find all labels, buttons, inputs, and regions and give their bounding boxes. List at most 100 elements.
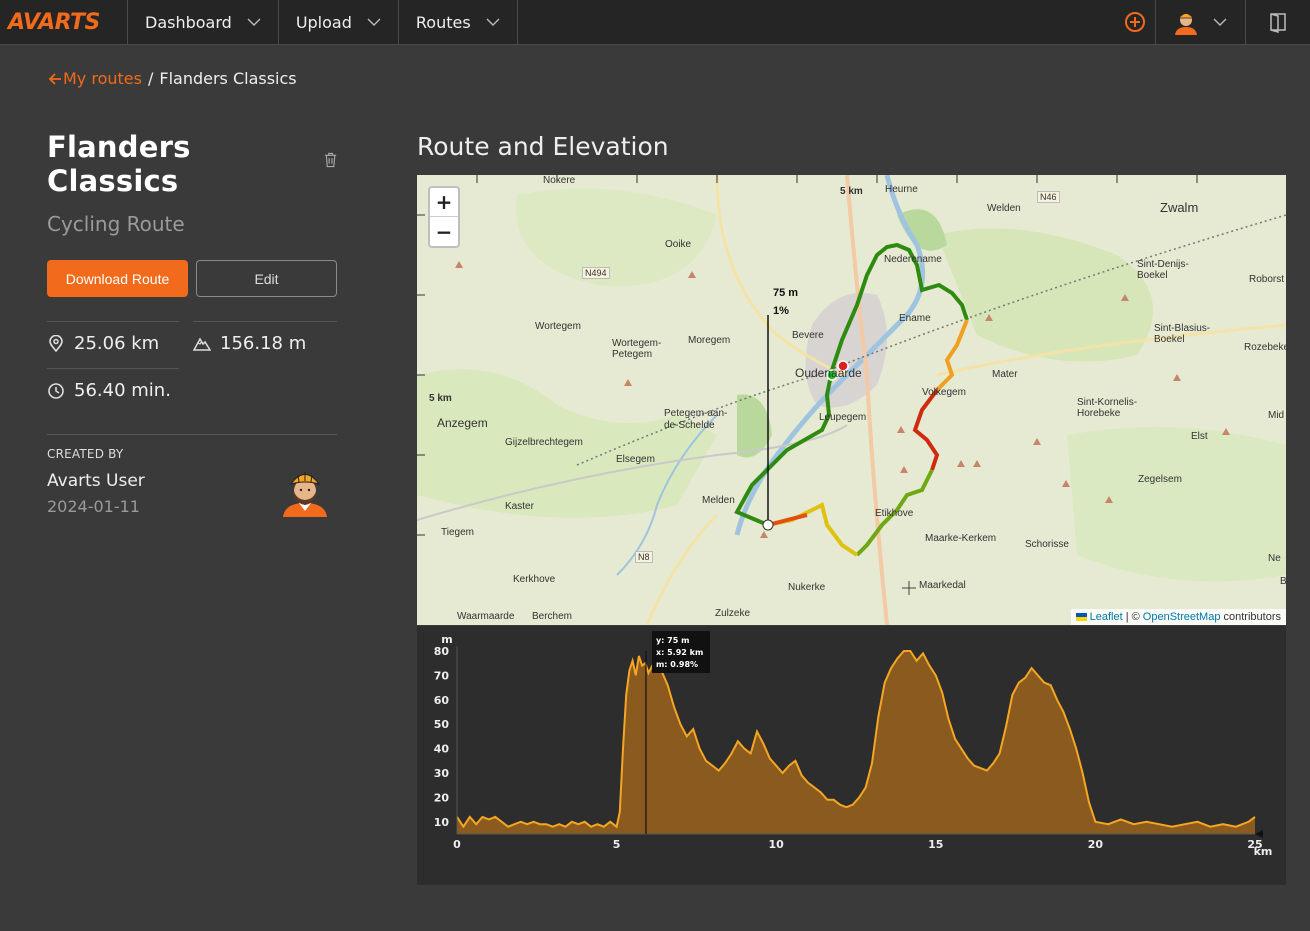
map-label: Etikhove [875, 508, 914, 519]
zoom-control: + − [428, 186, 460, 248]
route-map[interactable]: Nokere Heurne Welden Zwalm Ooike Nederen… [417, 175, 1286, 625]
back-link-label: My routes [63, 69, 142, 88]
avatar[interactable] [281, 467, 329, 517]
clock-icon [48, 382, 64, 399]
zoom-out-button[interactable]: − [435, 219, 453, 244]
creator-section: CREATED BY Avarts User 2024-01-11 [47, 434, 337, 524]
nav-dashboard[interactable]: Dashboard [128, 0, 279, 44]
logout-button[interactable] [1246, 0, 1310, 44]
nav-routes[interactable]: Routes [399, 0, 518, 44]
map-label: Tiegem [441, 527, 474, 538]
created-by-label: CREATED BY [47, 447, 124, 461]
breadcrumb-separator: / [147, 69, 154, 88]
mountain-icon [193, 336, 211, 351]
map-label: Gijzelbrechtegem [505, 437, 583, 448]
map-label: Petegem-aan-de-Schelde [664, 408, 728, 431]
elevation-chart-panel[interactable]: 10 20 30 40 50 60 70 80 0 5 10 15 20 25 m km y: 75 m x: 5… [417, 626, 1286, 885]
map-label: Moregem [688, 335, 731, 346]
back-link[interactable]: My routes [47, 69, 142, 88]
elevation-value: 156.18 m [220, 333, 307, 354]
user-menu[interactable] [1156, 0, 1246, 44]
route-type: Cycling Route [47, 212, 185, 236]
top-navbar: AVARTS Dashboard Upload Routes [0, 0, 1310, 45]
trash-icon[interactable] [324, 152, 337, 168]
x-tick-label: 5 [613, 838, 621, 851]
chevron-down-icon [247, 18, 261, 26]
road-label: N494 [582, 267, 610, 279]
divider [47, 321, 179, 322]
y-tick-label: 50 [434, 718, 450, 731]
map-label: Berchem [532, 611, 573, 622]
y-axis-label: m [441, 633, 452, 646]
leaflet-link[interactable]: Leaflet [1089, 611, 1123, 623]
creator-name[interactable]: Avarts User [47, 471, 145, 491]
tooltip-line: y: 75 m [656, 636, 689, 645]
chevron-down-icon [486, 18, 500, 26]
map-label: Sint-Kornelis-Horebeke [1077, 397, 1138, 419]
chevron-down-icon [1213, 18, 1226, 26]
attribution-sep: | © [1125, 611, 1140, 623]
logo[interactable]: AVARTS [0, 0, 128, 44]
map-label: Ename [899, 313, 931, 324]
x-axis-arrow [1255, 830, 1263, 838]
x-tick-label: 10 [769, 838, 785, 851]
map-label: Elsegem [616, 454, 655, 465]
map-pin-icon [49, 334, 63, 352]
elevation-line [456, 650, 1256, 829]
map-label: Heurne [885, 184, 918, 195]
y-tick-label: 20 [434, 791, 450, 804]
road-label: N8 [635, 551, 653, 563]
map-label: Volkegem [922, 387, 966, 398]
map-label: Mid [1268, 410, 1285, 421]
map-label: Kerkhove [513, 574, 556, 585]
route-details-panel: Flanders Classics Cycling Route Download… [47, 130, 337, 524]
nav-upload[interactable]: Upload [279, 0, 399, 44]
tooltip-box [651, 631, 710, 673]
elevation-chart: 10 20 30 40 50 60 70 80 0 5 10 15 20 25 m km y: 75 m x: 5… [434, 631, 1273, 858]
breadcrumb: My routes / Flanders Classics [47, 69, 297, 88]
elevation-area [457, 651, 1255, 834]
y-tick-label: 40 [434, 743, 450, 756]
map-label: Anzegem [437, 416, 488, 430]
distance-stat: 25.06 km [47, 333, 159, 354]
zoom-in-button[interactable]: + [430, 188, 458, 217]
map-label: Maarke-Kerkem [925, 533, 997, 544]
route-stats: 25.06 km 156.18 m 56.40 min. [47, 321, 337, 416]
x-tick-label: 25 [1247, 838, 1262, 851]
map-label: Schorisse [1025, 539, 1069, 550]
end-marker[interactable] [837, 360, 849, 372]
ukraine-flag-icon [1075, 613, 1087, 622]
divider [193, 321, 337, 322]
map-label: Roborst [1249, 274, 1285, 285]
y-tick-label: 70 [434, 669, 450, 682]
map-label: Sint-Denijs-Boekel [1137, 259, 1189, 281]
map-label: Bevere [792, 330, 824, 341]
duration-stat: 56.40 min. [47, 380, 171, 401]
map-label: Nederename [884, 254, 942, 265]
edit-button[interactable]: Edit [196, 260, 337, 297]
nav-dashboard-label: Dashboard [145, 12, 232, 32]
map-label: B [1280, 576, 1286, 587]
map-label: Mater [992, 369, 1018, 380]
map-label: Sint-Blasius-Boekel [1154, 323, 1211, 345]
divider [47, 368, 179, 369]
map-label: Welden [987, 203, 1021, 214]
page-title: Flanders Classics [47, 130, 191, 198]
map-label: Kaster [505, 501, 534, 512]
y-tick-label: 10 [434, 816, 450, 829]
created-date: 2024-01-11 [47, 497, 140, 516]
download-route-button[interactable]: Download Route [47, 260, 188, 297]
map-label: Maarkedal [919, 580, 966, 591]
road-label: N46 [1037, 191, 1060, 203]
map-labels: Nokere Heurne Welden Zwalm Ooike Nederen… [417, 175, 1286, 625]
map-label: Waarmaarde [457, 611, 515, 622]
new-activity-button[interactable] [1114, 0, 1156, 44]
nav-upload-label: Upload [295, 12, 352, 32]
plus-circle-icon [1124, 12, 1145, 32]
tooltip-line: x: 5.92 km [656, 648, 703, 657]
osm-link[interactable]: OpenStreetMap [1142, 611, 1221, 623]
start-marker[interactable] [826, 369, 838, 381]
arrow-left-icon [48, 72, 61, 85]
map-label: Melden [702, 495, 735, 506]
x-axis-label: km [1254, 845, 1273, 858]
